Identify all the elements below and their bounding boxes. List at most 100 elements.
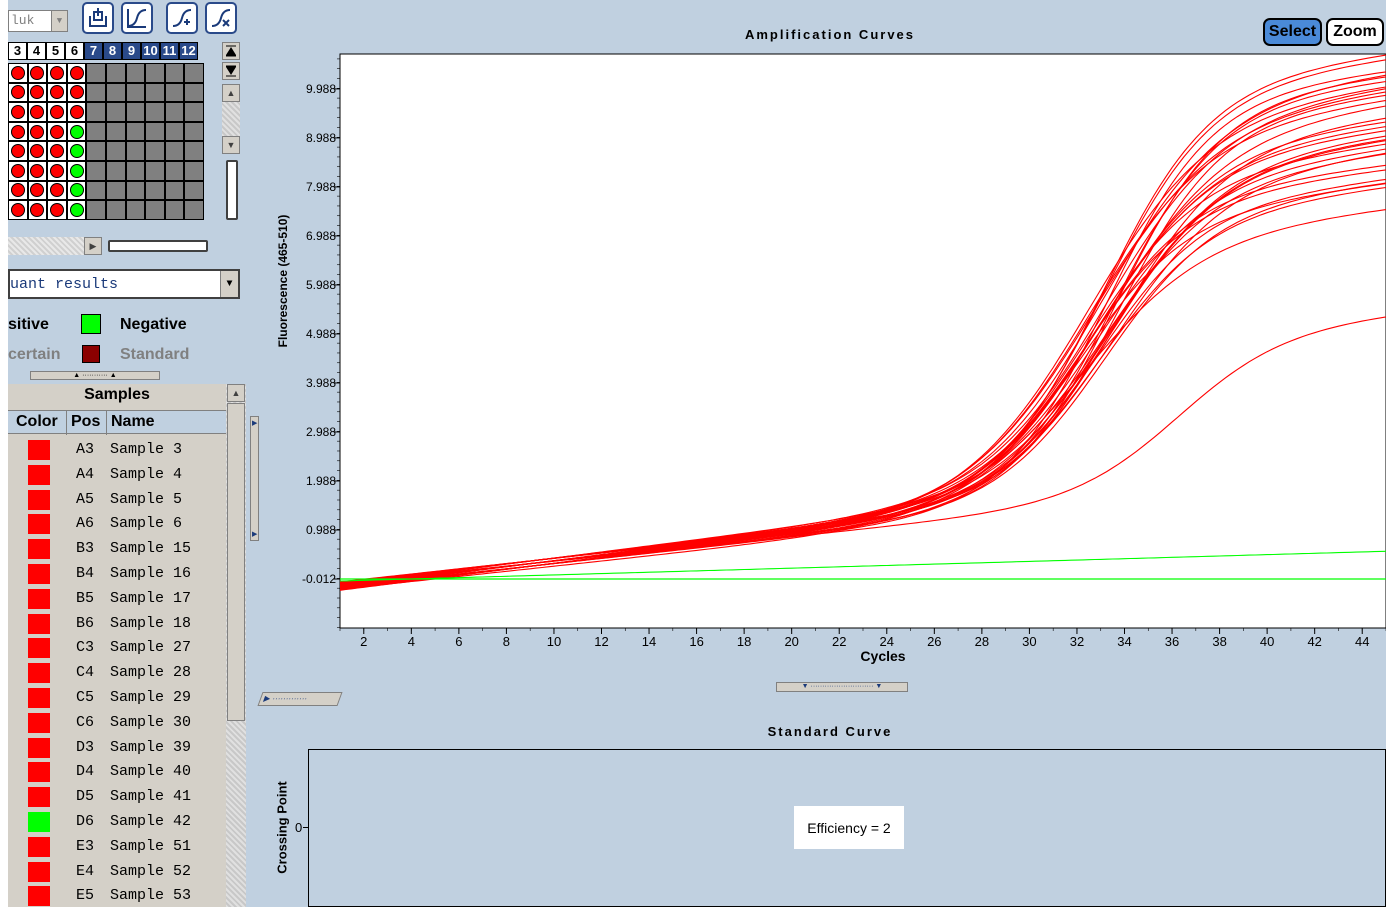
plate-well[interactable] — [105, 82, 126, 103]
plate-well[interactable] — [145, 180, 165, 201]
plate-column-header[interactable]: 7 — [84, 42, 103, 60]
results-dropdown[interactable]: uant results ▼ — [8, 269, 240, 299]
plate-well[interactable] — [8, 160, 28, 181]
plate-well[interactable] — [164, 121, 185, 142]
plate-well[interactable] — [145, 141, 165, 161]
plot-area[interactable] — [339, 53, 1386, 629]
plate-well[interactable] — [184, 63, 204, 83]
plate-well[interactable] — [105, 63, 126, 83]
plate-well[interactable] — [27, 121, 48, 142]
plate-well[interactable] — [145, 160, 165, 181]
sample-color-swatch[interactable] — [28, 464, 50, 485]
sample-color-swatch[interactable] — [28, 588, 50, 609]
sample-row[interactable]: D5 Sample 41 — [8, 784, 226, 809]
sample-row[interactable]: A4 Sample 4 — [8, 462, 226, 487]
plate-well[interactable] — [47, 121, 67, 142]
sample-row[interactable]: B6 Sample 18 — [8, 611, 226, 636]
bottom-expand-handle[interactable]: ▶ ············· — [257, 692, 343, 706]
curve-select-button[interactable] — [121, 2, 153, 34]
plate-well[interactable] — [8, 180, 28, 201]
plate-well[interactable] — [105, 200, 126, 220]
scroll-up-button[interactable]: ▲ — [222, 84, 240, 102]
sample-color-swatch[interactable] — [28, 886, 50, 907]
curve-remove-button[interactable] — [205, 2, 237, 34]
plate-well[interactable] — [105, 121, 126, 142]
sample-row[interactable]: D3 Sample 39 — [8, 735, 226, 760]
plate-well[interactable] — [27, 82, 48, 103]
samples-scroll-up-button[interactable]: ▲ — [227, 384, 245, 402]
plate-well[interactable] — [27, 63, 48, 83]
plate-well[interactable] — [105, 102, 126, 122]
plate-well[interactable] — [8, 82, 28, 103]
plate-well[interactable] — [184, 180, 204, 201]
plate-well[interactable] — [86, 121, 106, 142]
plate-scroll-track[interactable] — [222, 102, 240, 136]
sample-row[interactable]: C5 Sample 29 — [8, 685, 226, 710]
plate-well[interactable] — [86, 180, 106, 201]
plate-well[interactable] — [145, 121, 165, 142]
sample-color-swatch[interactable] — [28, 787, 50, 808]
plate-column-header[interactable]: 6 — [65, 42, 84, 60]
plate-well[interactable] — [47, 200, 67, 220]
plate-well[interactable] — [164, 180, 185, 201]
sample-row[interactable]: E5 Sample 53 — [8, 883, 226, 907]
pos-column-header[interactable]: Pos — [71, 413, 101, 430]
sample-color-swatch[interactable] — [28, 737, 50, 758]
sample-row[interactable]: B4 Sample 16 — [8, 561, 226, 586]
color-column-header[interactable]: Color — [16, 413, 58, 430]
chevron-down-icon[interactable]: ▼ — [220, 271, 238, 297]
plate-well[interactable] — [66, 102, 87, 122]
sample-color-swatch[interactable] — [28, 812, 50, 832]
plate-well[interactable] — [47, 102, 67, 122]
scroll-bottom-button[interactable] — [222, 62, 240, 80]
plate-well[interactable] — [86, 200, 106, 220]
sample-color-swatch[interactable] — [28, 613, 50, 634]
plate-well[interactable] — [145, 82, 165, 103]
scroll-down-button[interactable]: ▼ — [222, 136, 240, 154]
plate-column-header[interactable]: 5 — [46, 42, 65, 60]
plate-column-header[interactable]: 10 — [141, 42, 160, 60]
sample-row[interactable]: C3 Sample 27 — [8, 635, 226, 660]
plate-well[interactable] — [184, 141, 204, 161]
sample-color-swatch[interactable] — [28, 762, 50, 783]
sample-color-swatch[interactable] — [28, 564, 50, 584]
run-dropdown[interactable]: luk ▼ — [8, 10, 68, 32]
sample-color-swatch[interactable] — [28, 663, 50, 684]
plate-well[interactable] — [184, 121, 204, 142]
plate-well[interactable] — [27, 141, 48, 161]
plate-well[interactable] — [66, 63, 87, 83]
plate-well[interactable] — [27, 160, 48, 181]
plate-well[interactable] — [184, 82, 204, 103]
sample-color-swatch[interactable] — [28, 836, 50, 857]
select-button[interactable]: Select — [1263, 18, 1322, 46]
plate-well[interactable] — [125, 200, 146, 220]
plate-well[interactable] — [66, 141, 87, 161]
plate-well[interactable] — [8, 141, 28, 161]
sample-color-swatch[interactable] — [28, 861, 50, 882]
horizontal-scroll-track[interactable] — [8, 237, 84, 255]
sample-row[interactable]: E4 Sample 52 — [8, 859, 226, 884]
side-expand-handle[interactable]: ▶ ▶ — [250, 416, 259, 541]
plate-well[interactable] — [145, 200, 165, 220]
amplification-chart[interactable]: -0.012 0.988 1.988 2.988 3.988 4.988 5.988 6.98… — [255, 50, 1386, 675]
plate-well[interactable] — [184, 102, 204, 122]
plate-well[interactable] — [66, 180, 87, 201]
scroll-top-button[interactable] — [222, 42, 240, 60]
chart-splitter-handle[interactable]: ▼ ··························· ▼ — [776, 682, 908, 692]
sample-row[interactable]: C4 Sample 28 — [8, 660, 226, 685]
samples-scroll-thumb[interactable] — [227, 403, 245, 721]
sample-color-swatch[interactable] — [28, 712, 50, 733]
plate-column-header[interactable]: 11 — [160, 42, 179, 60]
plate-well[interactable] — [86, 82, 106, 103]
chevron-down-icon[interactable]: ▼ — [51, 11, 67, 31]
plate-column-header[interactable]: 3 — [8, 42, 27, 60]
plate-well[interactable] — [8, 102, 28, 122]
plate-well[interactable] — [164, 141, 185, 161]
curve-add-button[interactable] — [166, 2, 198, 34]
plate-well[interactable] — [125, 141, 146, 161]
sample-row[interactable]: B5 Sample 17 — [8, 586, 226, 611]
plate-well[interactable] — [164, 63, 185, 83]
plate-well[interactable] — [66, 82, 87, 103]
positive-curve[interactable] — [340, 152, 1386, 590]
plate-column-header[interactable]: 9 — [122, 42, 141, 60]
